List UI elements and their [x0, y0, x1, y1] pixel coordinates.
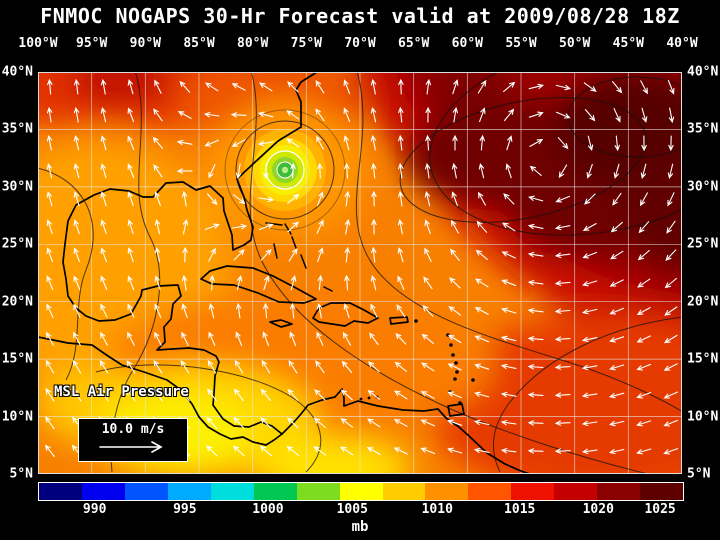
map-svg	[38, 72, 682, 474]
map-border	[38, 72, 682, 474]
colorbar-segment	[124, 483, 168, 500]
lon-label: 65°W	[398, 36, 430, 51]
lat-axis-right: 40°N 35°N 30°N 25°N 20°N 15°N 10°N 5°N	[684, 0, 720, 540]
lat-label: 30°N	[687, 179, 719, 195]
colorbar-labels: 990 995 1000 1005 1010 1015 1020 1025	[38, 502, 682, 517]
colorbar-tick-label: 1005	[336, 502, 368, 517]
colorbar-segment	[382, 483, 426, 500]
lon-label: 50°W	[559, 36, 591, 51]
lat-label: 35°N	[1, 121, 33, 137]
colorbar	[38, 482, 684, 501]
lon-label: 85°W	[183, 36, 215, 51]
lat-label: 40°N	[687, 64, 719, 80]
wind-scale-label: 10.0 m/s	[101, 422, 165, 437]
lat-label: 30°N	[1, 179, 33, 195]
colorbar-tick-label: 1000	[252, 502, 284, 517]
wind-scale-arrow-icon	[99, 441, 163, 453]
lat-label: 35°N	[687, 121, 719, 137]
lat-label: 40°N	[1, 64, 33, 80]
colorbar-segment	[39, 483, 82, 500]
lat-label: 25°N	[1, 236, 33, 252]
colorbar-segment	[640, 483, 684, 500]
lat-label: 5°N	[9, 466, 33, 482]
lon-label: 75°W	[290, 36, 322, 51]
lon-label: 70°W	[344, 36, 376, 51]
lon-label: 90°W	[129, 36, 161, 51]
island-cuba	[200, 265, 317, 304]
lon-label: 40°W	[666, 36, 698, 51]
colorbar-tick-label: 1020	[582, 502, 614, 517]
island-jamaica	[269, 319, 293, 328]
colorbar-tick-label: 1025	[644, 502, 676, 517]
colorbar-segment	[597, 483, 641, 500]
lon-label: 100°W	[18, 36, 58, 51]
colorbar-segment	[468, 483, 512, 500]
lat-label: 5°N	[687, 466, 711, 482]
islands-bahamas	[265, 222, 333, 292]
colorbar-segment	[511, 483, 555, 500]
coastline-pacific	[38, 336, 283, 446]
lon-axis-top: 100°W 95°W 90°W 85°W 80°W 75°W 70°W 65°W 60°W 55°…	[18, 36, 697, 52]
lon-label: 95°W	[76, 36, 108, 51]
map-area: MSL Air Pressure 10.0 m/s	[38, 72, 682, 474]
lat-label: 15°N	[687, 351, 719, 367]
island-puerto-rico	[389, 316, 409, 325]
lat-label: 15°N	[1, 351, 33, 367]
lat-label: 25°N	[687, 236, 719, 252]
pressure-field-blobs	[38, 72, 682, 474]
colorbar-tick-label: 1010	[421, 502, 453, 517]
colorbar-segment	[210, 483, 254, 500]
lat-label: 20°N	[687, 294, 719, 310]
colorbar-segment	[425, 483, 469, 500]
lon-label: 45°W	[612, 36, 644, 51]
colorbar-segment	[167, 483, 211, 500]
colorbar-segment	[339, 483, 383, 500]
hurricane-symbol	[244, 129, 326, 211]
wind-arrows	[44, 78, 679, 458]
lon-label: 80°W	[237, 36, 269, 51]
lon-label: 55°W	[505, 36, 537, 51]
colorbar-tick-label: 1015	[504, 502, 536, 517]
page-title: FNMOC NOGAPS 30-Hr Forecast valid at 200…	[40, 4, 680, 28]
island-trinidad	[447, 403, 465, 417]
wind-scale-box: 10.0 m/s	[78, 418, 188, 462]
colorbar-unit-label: mb	[351, 519, 369, 535]
lat-label: 10°N	[1, 409, 33, 425]
colorbar-segment	[81, 483, 125, 500]
colorbar-tick-label: 995	[173, 502, 197, 517]
colorbar-tick-label: 990	[82, 502, 107, 517]
island-hispaniola	[312, 302, 379, 327]
grid-lines	[38, 72, 682, 474]
colorbar-segment	[253, 483, 297, 500]
lon-label: 60°W	[451, 36, 483, 51]
lat-label: 10°N	[687, 409, 719, 425]
lat-axis-left: 40°N 35°N 30°N 25°N 20°N 15°N 10°N 5°N	[0, 0, 36, 540]
colorbar-segment	[554, 483, 598, 500]
isobar-contours	[38, 72, 682, 474]
lat-label: 20°N	[1, 294, 33, 310]
field-label: MSL Air Pressure	[54, 384, 189, 400]
wind-arrow-glyphs	[44, 78, 679, 458]
colorbar-segment	[296, 483, 340, 500]
